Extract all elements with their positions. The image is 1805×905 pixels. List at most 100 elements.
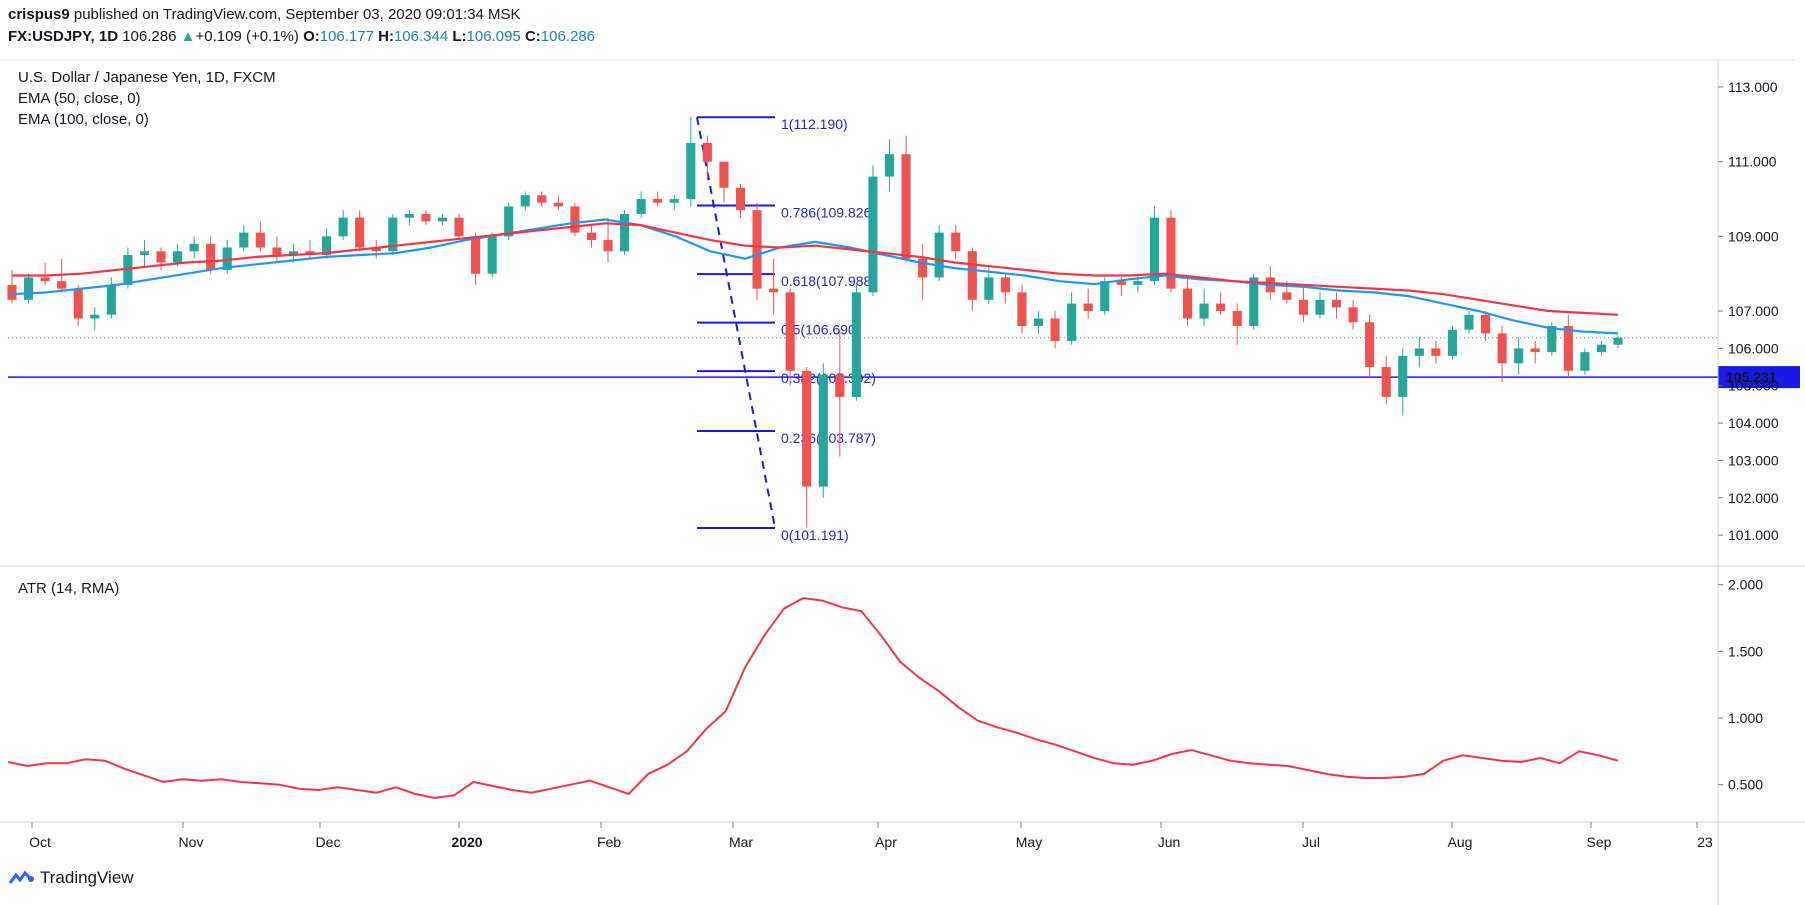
horizontal-line[interactable]: 105.231	[8, 337, 1800, 389]
ema50-line	[11, 218, 1619, 335]
candle-body	[1199, 303, 1209, 319]
candle-body	[537, 195, 547, 203]
candle-body	[1149, 217, 1159, 282]
candle-body	[1249, 277, 1259, 326]
candle-body	[189, 243, 199, 252]
candle-body	[1365, 322, 1375, 368]
axes: 113.000 111.000 109.000 107.000 106.000 105.0…	[0, 59, 1805, 905]
candle-body	[1067, 303, 1077, 341]
support-price-tag	[1718, 366, 1800, 389]
price-tick-label: 105.000	[1728, 378, 1779, 394]
candle-body	[967, 251, 977, 300]
time-tick-label: Oct	[29, 834, 51, 850]
candle-body	[255, 232, 265, 248]
candle-body	[1563, 325, 1573, 371]
candle-body	[1083, 303, 1093, 312]
time-tick-label: Nov	[179, 834, 204, 850]
publish-info: crispus9 published on TradingView.com, S…	[8, 6, 521, 23]
candle-body	[1497, 333, 1507, 364]
atr-tick-label: 1.500	[1728, 643, 1763, 659]
candle-body	[1381, 367, 1391, 397]
candle-body	[785, 292, 795, 371]
candle-body	[1414, 348, 1424, 356]
time-tick-label: Apr	[875, 834, 897, 850]
candle-body	[272, 247, 282, 256]
candle-body	[702, 142, 712, 162]
candle-body	[90, 314, 100, 319]
price-tick-label: 113.000	[1728, 79, 1778, 95]
candle-body	[620, 213, 630, 252]
candle-body	[1331, 299, 1342, 308]
time-tick-label: Dec	[316, 834, 341, 850]
candle-body	[24, 277, 34, 300]
atr-tick-label: 2.000	[1728, 577, 1763, 593]
candle-body	[7, 284, 17, 300]
legend-title: U.S. Dollar / Japanese Yen, 1D, FXCM	[18, 69, 276, 86]
symbol-label: FX:USDJPY, 1D	[8, 28, 119, 45]
candle-body	[984, 277, 994, 300]
time-tick-label: Feb	[597, 834, 621, 850]
support-price-label: 105.231	[1726, 369, 1777, 385]
atr-line	[7, 596, 1619, 800]
candle-body	[487, 236, 497, 274]
candle-body	[156, 251, 166, 263]
candle-body	[123, 255, 133, 285]
candle-body	[1447, 329, 1457, 356]
candle-body	[1216, 303, 1226, 312]
candle-body	[1315, 299, 1325, 315]
price-tick-label: 104.000	[1728, 415, 1779, 431]
candle-body	[570, 206, 580, 233]
candle-body	[735, 187, 746, 211]
time-tick-label: Mar	[729, 834, 753, 850]
candle-body	[1232, 311, 1242, 326]
time-tick-label: May	[1016, 834, 1042, 850]
legend-ema50: EMA (50, close, 0)	[18, 90, 141, 107]
brand-label: TradingView	[40, 868, 134, 887]
close-value: 106.286	[540, 28, 596, 45]
tradingview-logo-icon	[8, 870, 34, 884]
candle-body	[1547, 325, 1557, 353]
candle-body	[653, 198, 663, 203]
candle-body	[669, 198, 679, 203]
candle-body	[553, 202, 563, 207]
time-tick-label: Aug	[1448, 834, 1473, 850]
candle-body	[421, 213, 431, 222]
candle-body	[686, 142, 696, 199]
publish-text: published on TradingView.com, September …	[73, 6, 521, 23]
candle-body	[586, 232, 597, 241]
candle-body	[868, 176, 878, 293]
candle-body	[1017, 292, 1027, 326]
price-tick-label: 106.000	[1728, 340, 1779, 356]
candle-body	[471, 236, 481, 274]
fib-level-label: 1(112.190)	[781, 116, 848, 132]
candle-body	[1182, 288, 1193, 319]
time-tick-label: Sep	[1587, 834, 1612, 850]
legend-ema100: EMA (100, close, 0)	[18, 111, 149, 128]
candle-body	[371, 247, 381, 252]
candle-body	[1000, 277, 1010, 293]
price-tick-label: 101.000	[1728, 527, 1779, 543]
candle-body	[1348, 307, 1358, 323]
candle-body	[934, 232, 944, 278]
candle-body	[603, 240, 613, 252]
candle-body	[57, 281, 67, 289]
ema-lines	[11, 218, 1619, 335]
candle-body	[918, 258, 928, 278]
candle-body	[520, 195, 530, 207]
price-tick-label: 111.000	[1728, 154, 1777, 170]
open-value: 106.177	[319, 28, 374, 45]
time-tick-label: 2020	[451, 834, 482, 850]
candle-body	[1514, 348, 1524, 364]
author-name[interactable]: crispus9	[8, 6, 70, 23]
candle-body	[719, 161, 729, 188]
time-tick-label: Jun	[1158, 834, 1181, 850]
candle-body	[1166, 217, 1176, 289]
candle-body	[884, 154, 895, 177]
candle-body	[504, 206, 514, 237]
candle-body	[1398, 355, 1408, 397]
tradingview-brand[interactable]: TradingView	[8, 868, 134, 888]
candle-body	[173, 251, 183, 263]
price-tick-label: 107.000	[1728, 303, 1779, 319]
high-value: 106.344	[393, 28, 449, 45]
